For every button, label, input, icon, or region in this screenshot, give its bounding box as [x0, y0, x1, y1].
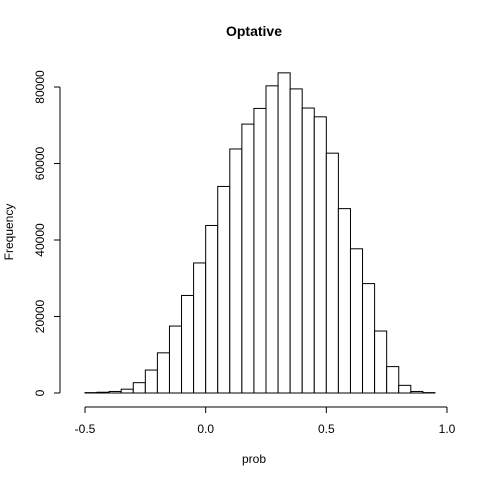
x-tick-label: 0.5 — [318, 422, 335, 436]
histogram-bar — [230, 149, 242, 393]
histogram-bar — [411, 391, 423, 393]
y-tick-label: 60000 — [33, 146, 47, 180]
y-axis-label: Frequency — [2, 204, 16, 261]
histogram-bar — [133, 383, 145, 393]
histogram-bar — [266, 86, 278, 393]
histogram-bar — [254, 108, 266, 393]
histogram-bar — [399, 385, 411, 393]
histogram-bar — [326, 153, 338, 393]
histogram-bar — [363, 284, 375, 393]
x-axis-label: prob — [242, 452, 266, 466]
histogram-bar — [121, 389, 133, 393]
histogram-bar — [109, 391, 121, 393]
histogram-bar — [194, 263, 206, 393]
histogram-bar — [375, 331, 387, 393]
histogram-bar — [290, 89, 302, 393]
histogram-bar — [97, 392, 109, 393]
histogram-bar — [387, 367, 399, 393]
histogram-bar — [169, 326, 181, 393]
histogram-bar — [338, 209, 350, 393]
x-tick-label: -0.5 — [75, 422, 96, 436]
histogram-bar — [350, 249, 362, 393]
y-tick-label: 20000 — [33, 299, 47, 333]
histogram-bar — [278, 73, 290, 393]
y-tick-label: 40000 — [33, 223, 47, 257]
x-tick-label: 0.0 — [197, 422, 214, 436]
y-tick-label: 80000 — [33, 70, 47, 104]
y-tick-label: 0 — [33, 389, 47, 396]
x-tick-label: 1.0 — [439, 422, 456, 436]
histogram-bar — [302, 108, 314, 393]
histogram-bar — [242, 124, 254, 393]
chart-title: Optative — [226, 23, 282, 39]
histogram-bar — [145, 370, 157, 393]
histogram-bar — [157, 353, 169, 393]
histogram-bar — [218, 186, 230, 393]
histogram-bar — [314, 117, 326, 393]
histogram-bar — [182, 295, 194, 393]
histogram-bar — [206, 225, 218, 393]
